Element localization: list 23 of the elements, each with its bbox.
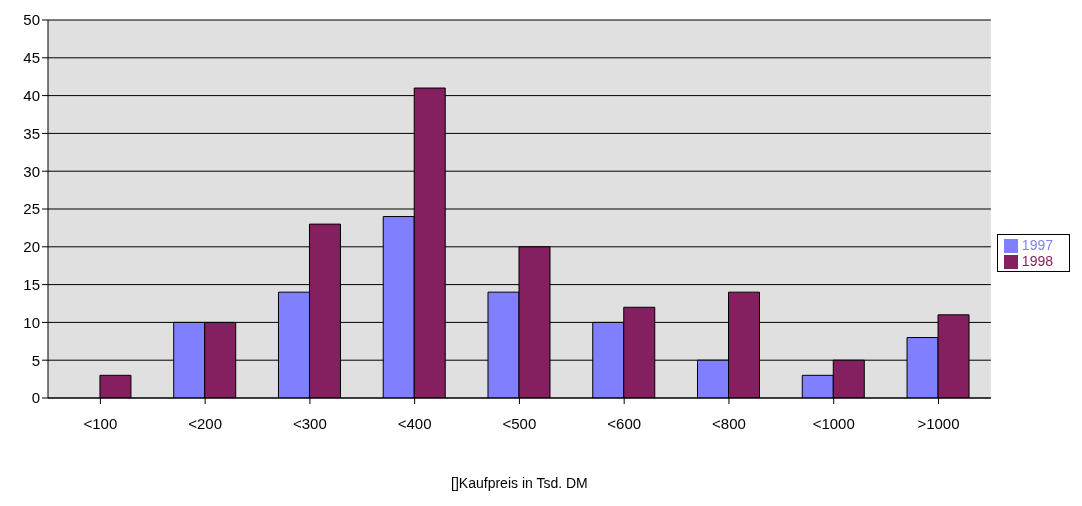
y-tick-label: 25 [23, 200, 40, 218]
y-tick-label: 20 [23, 238, 40, 256]
y-tick-label: 30 [23, 162, 40, 180]
y-tick-label: 45 [23, 49, 40, 67]
y-tick-label: 50 [23, 11, 40, 29]
x-tick-label: <800 [712, 414, 746, 432]
y-tick-label: 15 [23, 275, 40, 293]
x-tick-label: <1000 [812, 414, 855, 432]
x-tick-label: <300 [293, 414, 327, 432]
x-tick-label: >1000 [917, 414, 960, 432]
legend-label: 1997 [1021, 236, 1053, 253]
x-tick-label: <100 [83, 414, 118, 432]
x-tick-label: <600 [607, 414, 642, 432]
y-tick-label: 35 [23, 124, 40, 142]
y-tick-label: 10 [23, 313, 40, 331]
x-axis-title: []Kaufpreis in Tsd. DM [451, 475, 588, 491]
y-tick-label: 5 [31, 351, 40, 369]
y-tick-label: 40 [23, 86, 40, 104]
x-tick-label: <500 [502, 414, 537, 432]
y-tick-label: 0 [31, 389, 40, 407]
x-tick-label: <200 [188, 414, 223, 432]
x-tick-label: <400 [397, 414, 432, 432]
legend-label: 1998 [1021, 253, 1053, 269]
